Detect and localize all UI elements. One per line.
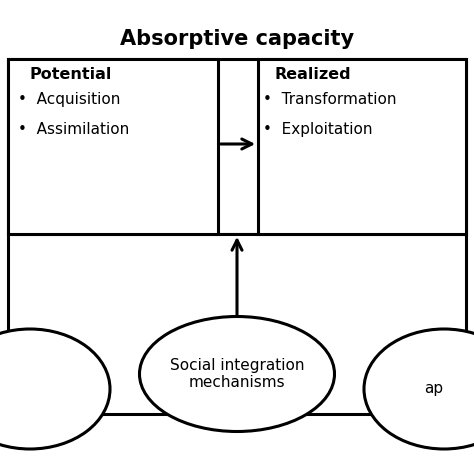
- Bar: [8, 234, 466, 414]
- Bar: [258, 59, 466, 234]
- Text: ap: ap: [424, 382, 444, 396]
- Text: •  Transformation: • Transformation: [263, 91, 396, 107]
- Text: •  Exploitation: • Exploitation: [263, 121, 373, 137]
- Ellipse shape: [0, 329, 110, 449]
- Text: •  Acquisition: • Acquisition: [18, 91, 120, 107]
- Text: Realized: Realized: [275, 66, 352, 82]
- Text: •  Assimilation: • Assimilation: [18, 121, 129, 137]
- Text: Social integration
mechanisms: Social integration mechanisms: [170, 358, 304, 390]
- Text: Potential: Potential: [30, 66, 112, 82]
- Ellipse shape: [139, 317, 335, 431]
- Ellipse shape: [364, 329, 474, 449]
- Bar: [8, 59, 466, 234]
- Bar: [8, 59, 218, 234]
- Text: Absorptive capacity: Absorptive capacity: [120, 29, 354, 49]
